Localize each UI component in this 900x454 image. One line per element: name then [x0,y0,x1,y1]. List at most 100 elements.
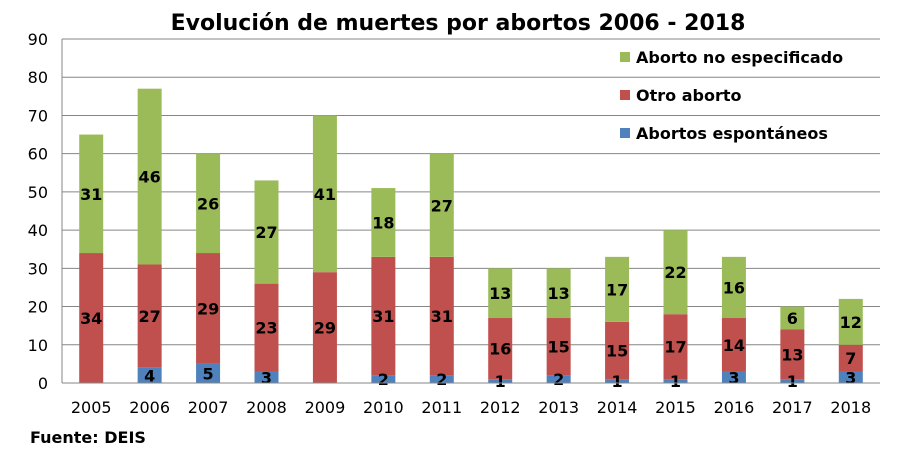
data-label: 1 [670,372,681,391]
bar-segment [312,272,337,383]
bar-segment [838,371,863,383]
x-tick-label: 2005 [71,398,112,417]
data-label: 27 [431,196,453,215]
data-label: 5 [203,364,214,383]
data-label: 31 [431,307,453,326]
data-label: 15 [606,342,628,361]
bar-segment [371,188,396,257]
source-note: Fuente: DEIS [30,428,146,447]
data-label: 13 [781,345,803,364]
bar-segment [721,318,746,372]
y-tick-label: 80 [28,68,48,87]
bar-segment [429,256,454,376]
bar-segment [312,115,337,273]
data-label: 16 [723,278,745,297]
data-label: 17 [606,280,628,299]
data-label: 14 [723,336,745,355]
bar-segment [546,375,571,383]
bar-segment [605,321,630,380]
data-label: 3 [728,368,739,387]
data-label: 27 [139,307,161,326]
x-tick-label: 2015 [655,398,696,417]
bar-segment [663,314,688,380]
bar-segment [371,375,396,383]
x-tick-label: 2009 [305,398,346,417]
data-label: 13 [548,284,570,303]
bar-segment [254,283,279,372]
data-label: 22 [664,263,686,282]
data-label: 31 [372,307,394,326]
y-tick-label: 70 [28,106,48,125]
data-label: 3 [845,368,856,387]
x-tick-label: 2006 [129,398,170,417]
bar-segment [137,88,162,265]
bar-segment [838,344,863,372]
data-label: 29 [314,319,336,338]
bar-segment [488,379,513,383]
y-tick-label: 30 [28,259,48,278]
legend-swatch [620,90,630,100]
legend-swatch [620,52,630,62]
data-label: 3 [261,368,272,387]
data-label: 1 [787,372,798,391]
x-tick-label: 2011 [421,398,462,417]
data-label: 1 [612,372,623,391]
bar-segment [196,253,221,364]
legend-label: Abortos espontáneos [636,124,828,143]
bar-segment [780,329,805,380]
x-tick-label: 2018 [830,398,871,417]
legend-label: Otro aborto [636,86,741,105]
bar-segment [488,268,513,319]
data-label: 4 [144,366,155,385]
legend-swatch [620,128,630,138]
y-tick-label: 10 [28,336,48,355]
data-label: 34 [80,309,102,328]
data-label: 2 [378,370,389,389]
y-tick-label: 40 [28,221,48,240]
bar-segment [79,253,104,383]
bar-segment [780,306,805,330]
bar-segment [137,264,162,368]
y-tick-label: 20 [28,298,48,317]
bar-segment [254,180,279,284]
data-label: 17 [664,338,686,357]
data-label: 12 [840,313,862,332]
x-tick-label: 2017 [772,398,813,417]
x-tick-label: 2007 [188,398,229,417]
data-label: 6 [787,309,798,328]
data-label: 7 [845,349,856,368]
bar-segment [429,375,454,383]
bar-segment [838,298,863,345]
bar-segment [196,153,221,254]
bar-segment [546,268,571,319]
data-label: 15 [548,338,570,357]
bar-segment [546,318,571,376]
bar-segment [780,379,805,383]
data-label: 23 [255,319,277,338]
legend-label: Aborto no especificado [636,48,843,67]
data-label: 2 [436,370,447,389]
bar-segment [605,256,630,322]
data-label: 41 [314,185,336,204]
bar-segment [371,256,396,376]
data-label: 13 [489,284,511,303]
data-label: 18 [372,213,394,232]
data-label: 31 [80,185,102,204]
x-tick-label: 2012 [480,398,521,417]
y-tick-label: 0 [38,374,48,393]
chart-title: Evolución de muertes por abortos 2006 - … [171,11,746,36]
data-label: 26 [197,194,219,213]
bar-segment [254,371,279,383]
bar-segment [605,379,630,383]
data-label: 2 [553,370,564,389]
y-tick-label: 90 [28,30,48,49]
bar-segment [429,153,454,257]
data-label: 46 [139,168,161,187]
bar-segment [196,363,221,383]
bar-segment [663,230,688,315]
x-tick-label: 2016 [714,398,755,417]
data-label: 16 [489,340,511,359]
x-tick-label: 2013 [538,398,579,417]
x-tick-label: 2010 [363,398,404,417]
